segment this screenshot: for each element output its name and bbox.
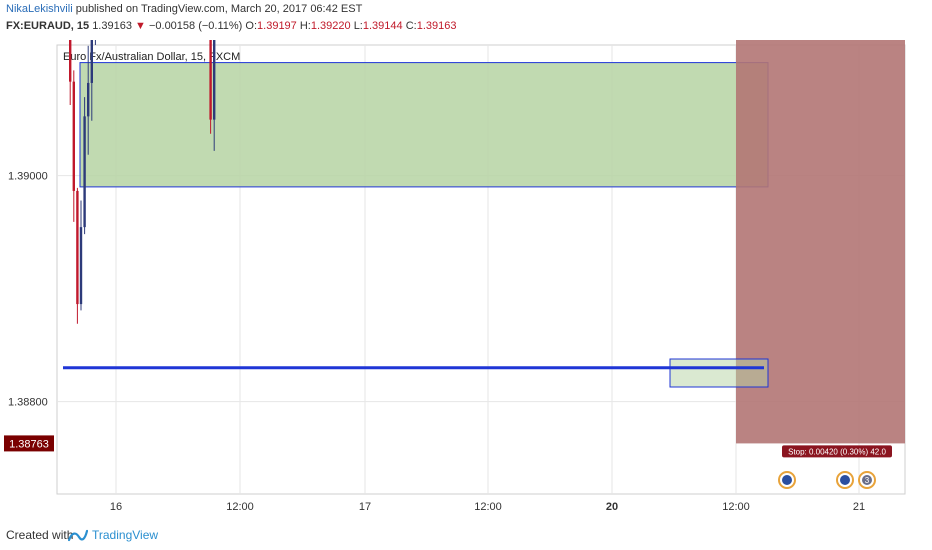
x-tick-label: 12:00 (474, 501, 502, 513)
publish-line: NikaLekishvili published on TradingView.… (6, 3, 362, 15)
author-link[interactable]: NikaLekishvili (6, 3, 73, 15)
high-label: H: (299, 20, 311, 32)
x-tick-label: 20 (606, 501, 618, 513)
y-tick-label: 1.38800 (8, 397, 48, 409)
candle-body (90, 40, 93, 83)
chart-title: Euro Fx/Australian Dollar, 15, FXCM (63, 51, 240, 63)
footer: Created with TradingView (0, 522, 932, 550)
price-tag-label: 1.38763 (9, 438, 49, 450)
candle-body (213, 40, 216, 120)
low-label: L: (353, 20, 363, 32)
event-count-label: 3 (865, 476, 870, 485)
x-tick-label: 21 (853, 501, 865, 513)
candle-body (83, 116, 86, 228)
symbol-label: FX:EURAUD, 15 (6, 20, 90, 32)
candle-body (69, 40, 72, 82)
close-label: C: (405, 20, 417, 32)
candle-body (209, 40, 212, 120)
high-value: 1.39220 (310, 20, 351, 32)
candle-body (79, 227, 83, 305)
y-tick-label: 1.39000 (8, 171, 48, 183)
chart-header: NikaLekishvili published on TradingView.… (0, 0, 932, 40)
candle-body (76, 190, 79, 305)
x-tick-label: 12:00 (722, 501, 750, 513)
change-arrow-icon: ▼ (135, 20, 146, 32)
demand-zone[interactable] (79, 62, 769, 188)
low-value: 1.39144 (362, 20, 403, 32)
x-tick-label: 16 (110, 501, 122, 513)
tradingview-brand[interactable]: TradingView (92, 528, 159, 542)
open-value: 1.39197 (257, 20, 297, 32)
entry-box[interactable] (669, 358, 769, 388)
publish-info: published on TradingView.com, March 20, … (75, 3, 363, 15)
close-value: 1.39163 (416, 20, 457, 32)
flag-icon (782, 475, 792, 485)
flag-icon (840, 475, 850, 485)
stop-label-bg (782, 445, 892, 458)
event-count-badge (862, 475, 872, 485)
open-label: O: (245, 20, 258, 32)
candle-body (72, 81, 75, 191)
x-tick-label: 17 (359, 501, 371, 513)
last-price: 1.39163 (92, 20, 132, 32)
price-chart[interactable]: 1.404001.402001.400001.398001.394001.390… (0, 40, 932, 522)
stop-label: Stop: 0.00420 (0.30%) 42.0 (788, 447, 886, 456)
change-value: −0.00158 (−0.11%) (148, 20, 243, 32)
tradingview-logo-icon (68, 529, 88, 542)
created-with-text: Created with (6, 528, 74, 542)
price-tag (4, 435, 54, 452)
x-tick-label: 12:00 (226, 501, 254, 513)
ohlc-line: FX:EURAUD, 15 1.39163 ▼ −0.00158 (−0.11%… (6, 20, 456, 32)
candle-body (87, 82, 90, 117)
